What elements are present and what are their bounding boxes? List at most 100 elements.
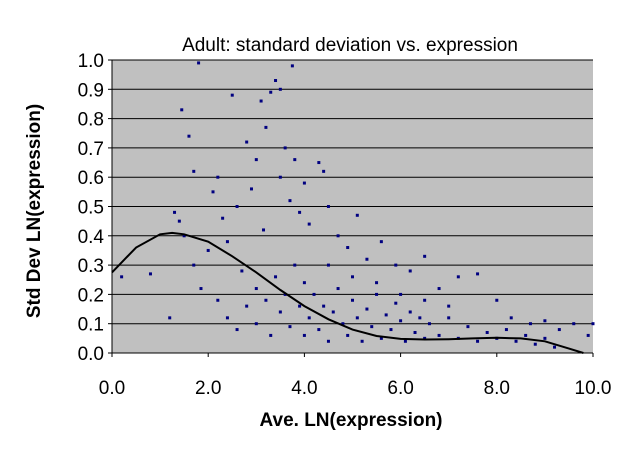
data-point <box>447 304 451 308</box>
data-point <box>182 234 186 238</box>
y-tick-label: 0.5 <box>78 198 104 219</box>
data-point <box>485 330 489 334</box>
data-point <box>173 210 177 214</box>
data-point <box>408 310 412 314</box>
data-point <box>543 336 547 340</box>
data-point <box>509 316 513 320</box>
data-point <box>557 328 561 332</box>
data-point <box>351 298 354 302</box>
data-point <box>197 61 201 65</box>
data-point <box>586 333 590 337</box>
gridlines <box>112 59 593 325</box>
data-point <box>278 310 282 314</box>
data-point <box>298 304 302 308</box>
x-tick-label: 8.0 <box>484 378 510 399</box>
trend-line <box>111 231 584 354</box>
data-point <box>418 316 422 320</box>
y-tick-label: 0.1 <box>78 315 104 336</box>
data-point <box>394 263 398 267</box>
data-point <box>355 213 359 217</box>
y-tick-label: 0.2 <box>78 285 104 306</box>
data-point <box>495 298 499 302</box>
data-point <box>341 322 345 326</box>
data-point <box>288 199 292 203</box>
data-point <box>365 307 369 311</box>
data-point <box>528 322 532 326</box>
data-point <box>192 263 196 267</box>
data-point <box>533 342 537 346</box>
data-point <box>504 328 508 332</box>
data-point <box>524 333 528 337</box>
x-axis-label: Ave. LN(expression) <box>259 410 442 431</box>
data-point <box>290 64 294 68</box>
trend-line-group <box>111 231 584 354</box>
data-point <box>278 175 282 179</box>
data-point <box>120 275 124 279</box>
data-point <box>365 257 369 261</box>
data-point <box>389 328 393 332</box>
data-point <box>317 328 321 332</box>
data-point <box>259 99 263 103</box>
data-point <box>355 316 359 320</box>
data-point <box>399 319 403 323</box>
data-point <box>192 169 196 173</box>
data-points <box>120 61 595 349</box>
data-point <box>278 87 282 91</box>
data-point <box>148 272 152 276</box>
data-point <box>264 125 268 129</box>
data-point <box>283 292 287 296</box>
data-point <box>249 187 253 191</box>
y-axis-label: Std Dev LN(expression) <box>24 104 45 318</box>
x-tick-label: 10.0 <box>575 378 612 399</box>
data-point <box>312 292 316 296</box>
data-point <box>346 246 350 250</box>
data-point <box>466 325 470 329</box>
data-point <box>384 313 388 317</box>
data-point <box>216 175 220 179</box>
data-point <box>274 79 278 83</box>
x-tick-label: 4.0 <box>291 378 317 399</box>
y-axis-ticks: 0.0 0.1 0.2 0.3 0.4 0.5 0.6 0.7 0.8 0.9 1.0 <box>78 51 112 365</box>
data-point <box>269 90 273 94</box>
data-point <box>187 134 191 138</box>
x-tick-label: 6.0 <box>387 378 413 399</box>
data-point <box>394 301 398 305</box>
data-point <box>245 140 249 144</box>
data-point <box>375 281 379 285</box>
y-tick-label: 0.6 <box>78 168 104 189</box>
data-point <box>262 228 266 232</box>
data-point <box>322 304 326 308</box>
data-point <box>370 325 374 329</box>
data-point <box>331 310 335 314</box>
data-point <box>302 333 306 337</box>
data-point <box>413 330 417 334</box>
data-point <box>379 240 383 244</box>
data-point <box>283 146 287 150</box>
data-point <box>553 345 557 349</box>
y-tick-label: 0.4 <box>78 227 105 248</box>
data-point <box>221 216 225 220</box>
data-point <box>326 263 330 267</box>
data-point <box>476 339 480 343</box>
data-point <box>254 287 258 291</box>
data-point <box>427 322 431 326</box>
data-point <box>225 316 229 320</box>
data-point <box>326 205 330 208</box>
data-point <box>447 316 451 320</box>
data-point <box>346 333 350 337</box>
data-point <box>264 298 268 302</box>
data-point <box>543 319 547 323</box>
data-point <box>269 333 273 337</box>
data-point <box>293 158 297 162</box>
data-point <box>293 263 297 267</box>
data-point <box>225 240 229 244</box>
data-point <box>216 298 220 302</box>
data-point <box>254 322 258 326</box>
data-point <box>302 181 306 185</box>
x-tick-label: 2.0 <box>195 378 221 399</box>
data-point <box>245 304 249 308</box>
y-tick-label: 0.9 <box>78 80 104 101</box>
data-point <box>307 222 311 226</box>
data-point <box>423 336 427 340</box>
data-point <box>326 339 330 343</box>
